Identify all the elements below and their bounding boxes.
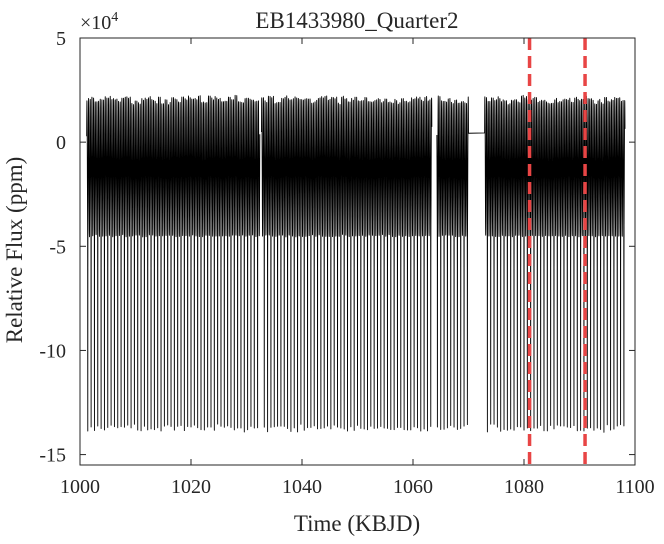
flux-series-line <box>86 94 626 433</box>
y-exponent-base: ×10 <box>80 12 111 34</box>
axes-box <box>79 37 636 466</box>
y-axis-label: Relative Flux (ppm) <box>2 157 27 344</box>
y-exponent-power: 4 <box>111 10 118 25</box>
y-tick-label: -10 <box>39 340 66 362</box>
x-tick-label: 1080 <box>504 476 544 498</box>
y-tick-label: -15 <box>39 445 66 467</box>
y-tick-label: 5 <box>56 28 66 50</box>
x-tick-label: 1060 <box>393 476 433 498</box>
y-exponent-label: ×104 <box>80 10 118 34</box>
axis-ticks: 1000 1020 1040 1060 1080 1100 5 0 -5 -10 -15 <box>39 28 654 498</box>
y-tick-label: 0 <box>56 132 66 154</box>
y-tick-label: -5 <box>49 236 66 258</box>
x-tick-label: 1040 <box>282 476 322 498</box>
x-tick-label: 1000 <box>60 476 100 498</box>
x-axis-label: Time (KBJD) <box>294 511 420 536</box>
x-tick-label: 1020 <box>171 476 211 498</box>
x-tick-label: 1100 <box>615 476 654 498</box>
plot-area <box>86 38 626 465</box>
chart-title: EB1433980_Quarter2 <box>255 8 458 33</box>
